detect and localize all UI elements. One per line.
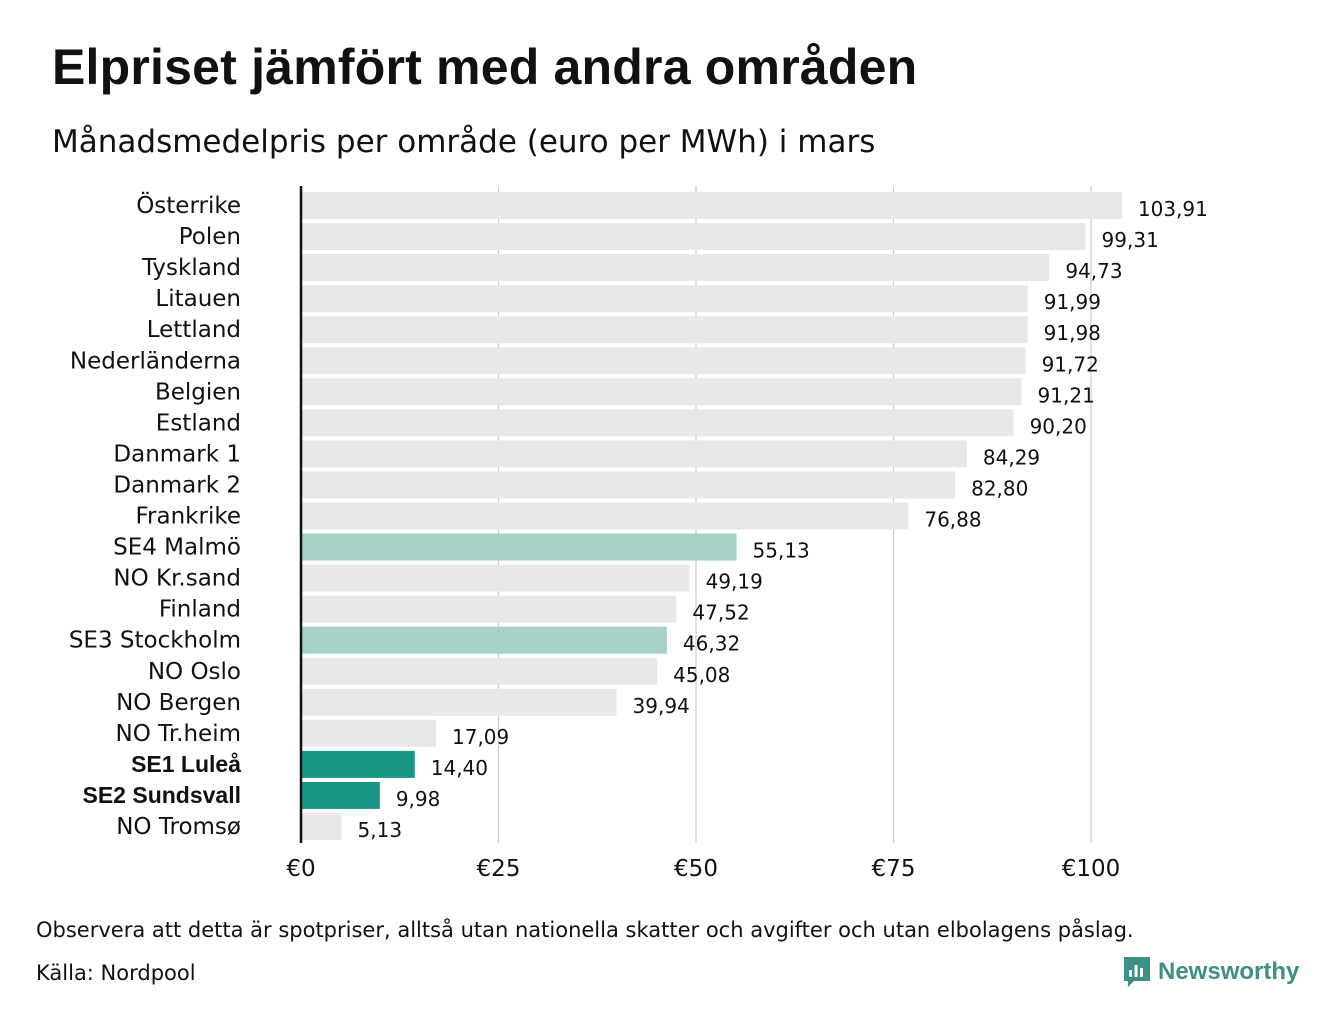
value-label: 91,21 (1038, 383, 1095, 407)
value-label: 9,98 (396, 787, 441, 811)
bars (302, 192, 1122, 840)
x-tick-label: €25 (477, 856, 521, 882)
category-label: NO Kr.sand (113, 566, 241, 592)
value-label: 47,52 (692, 601, 749, 625)
x-axis-ticks: €0 €25 €50 €75 €100 (286, 856, 1120, 882)
bar (302, 688, 617, 716)
value-label: 45,08 (673, 663, 730, 687)
bar (302, 533, 737, 561)
bar (302, 750, 415, 778)
bar (302, 192, 1122, 219)
bar (302, 813, 342, 840)
category-label: NO Oslo (148, 659, 241, 685)
value-label: 39,94 (633, 694, 690, 718)
bar (302, 378, 1022, 406)
category-label: NO Bergen (116, 690, 241, 716)
category-labels: Österrike Polen Tyskland Litauen Lettland Ned… (69, 191, 241, 840)
category-label: NO Tromsø (116, 814, 241, 840)
x-tick-label: €75 (872, 856, 916, 882)
value-label: 103,91 (1138, 197, 1208, 221)
bar (302, 781, 380, 809)
bar (302, 440, 967, 468)
bar (302, 719, 437, 747)
logo-text: Newsworthy (1158, 958, 1300, 985)
bar (302, 254, 1050, 282)
bar (302, 657, 658, 685)
value-label: 90,20 (1030, 414, 1087, 438)
newsworthy-chart-icon (1124, 957, 1150, 987)
category-label: Litauen (155, 286, 241, 312)
category-label: Estland (156, 410, 241, 436)
bar (302, 285, 1028, 313)
bar (302, 347, 1026, 375)
source-text: Källa: Nordpool (36, 961, 196, 985)
category-label: Lettland (147, 317, 241, 343)
category-label: Nederländerna (70, 348, 241, 374)
footer-note: Observera att detta är spotpriser, allts… (36, 918, 1134, 942)
chart-subtitle: Månadsmedelpris per område (euro per MWh… (52, 124, 876, 160)
value-label: 55,13 (753, 539, 810, 563)
category-label: Tyskland (141, 255, 241, 281)
bar (302, 626, 667, 654)
bar (302, 316, 1028, 344)
category-label: Finland (159, 597, 241, 623)
value-label: 76,88 (924, 508, 981, 532)
value-label: 91,99 (1044, 290, 1101, 314)
category-label: Polen (179, 224, 241, 250)
category-label: Danmark 1 (113, 441, 241, 467)
value-label: 94,73 (1065, 259, 1122, 283)
newsworthy-logo: Newsworthy (1122, 955, 1299, 989)
value-label: 14,40 (431, 756, 488, 780)
value-label: 82,80 (971, 476, 1028, 500)
category-label: Danmark 2 (113, 472, 241, 498)
bar-chart: Österrike Polen Tyskland Litauen Lettland Ned… (69, 186, 1208, 882)
category-label: SE1 Luleå (131, 751, 241, 777)
bar (302, 595, 677, 623)
value-label: 99,31 (1102, 228, 1159, 252)
chart-title: Elpriset jämfört med andra områden (52, 39, 918, 95)
x-tick-label: €100 (1062, 856, 1121, 882)
bar (302, 564, 690, 592)
bar (302, 471, 956, 499)
category-label: SE4 Malmö (113, 535, 241, 561)
category-label: Belgien (155, 379, 241, 405)
value-label: 49,19 (706, 570, 763, 594)
x-tick-label: €50 (674, 856, 718, 882)
bar (302, 502, 909, 530)
bar (302, 409, 1014, 437)
bar (302, 223, 1086, 251)
value-label: 17,09 (452, 725, 509, 749)
category-label: SE2 Sundsvall (82, 782, 241, 808)
category-label: Österrike (136, 191, 241, 219)
value-label: 5,13 (358, 818, 403, 842)
value-labels: 103,91 99,31 94,73 91,99 91,98 91,72 91,21 90,2… (358, 197, 1208, 842)
value-label: 46,32 (683, 632, 740, 656)
category-label: Frankrike (136, 504, 242, 530)
x-tick-label: €0 (286, 856, 315, 882)
value-label: 84,29 (983, 445, 1040, 469)
value-label: 91,98 (1044, 321, 1101, 345)
category-label: SE3 Stockholm (69, 628, 241, 654)
value-label: 91,72 (1042, 352, 1099, 376)
category-label: NO Tr.heim (116, 721, 241, 747)
